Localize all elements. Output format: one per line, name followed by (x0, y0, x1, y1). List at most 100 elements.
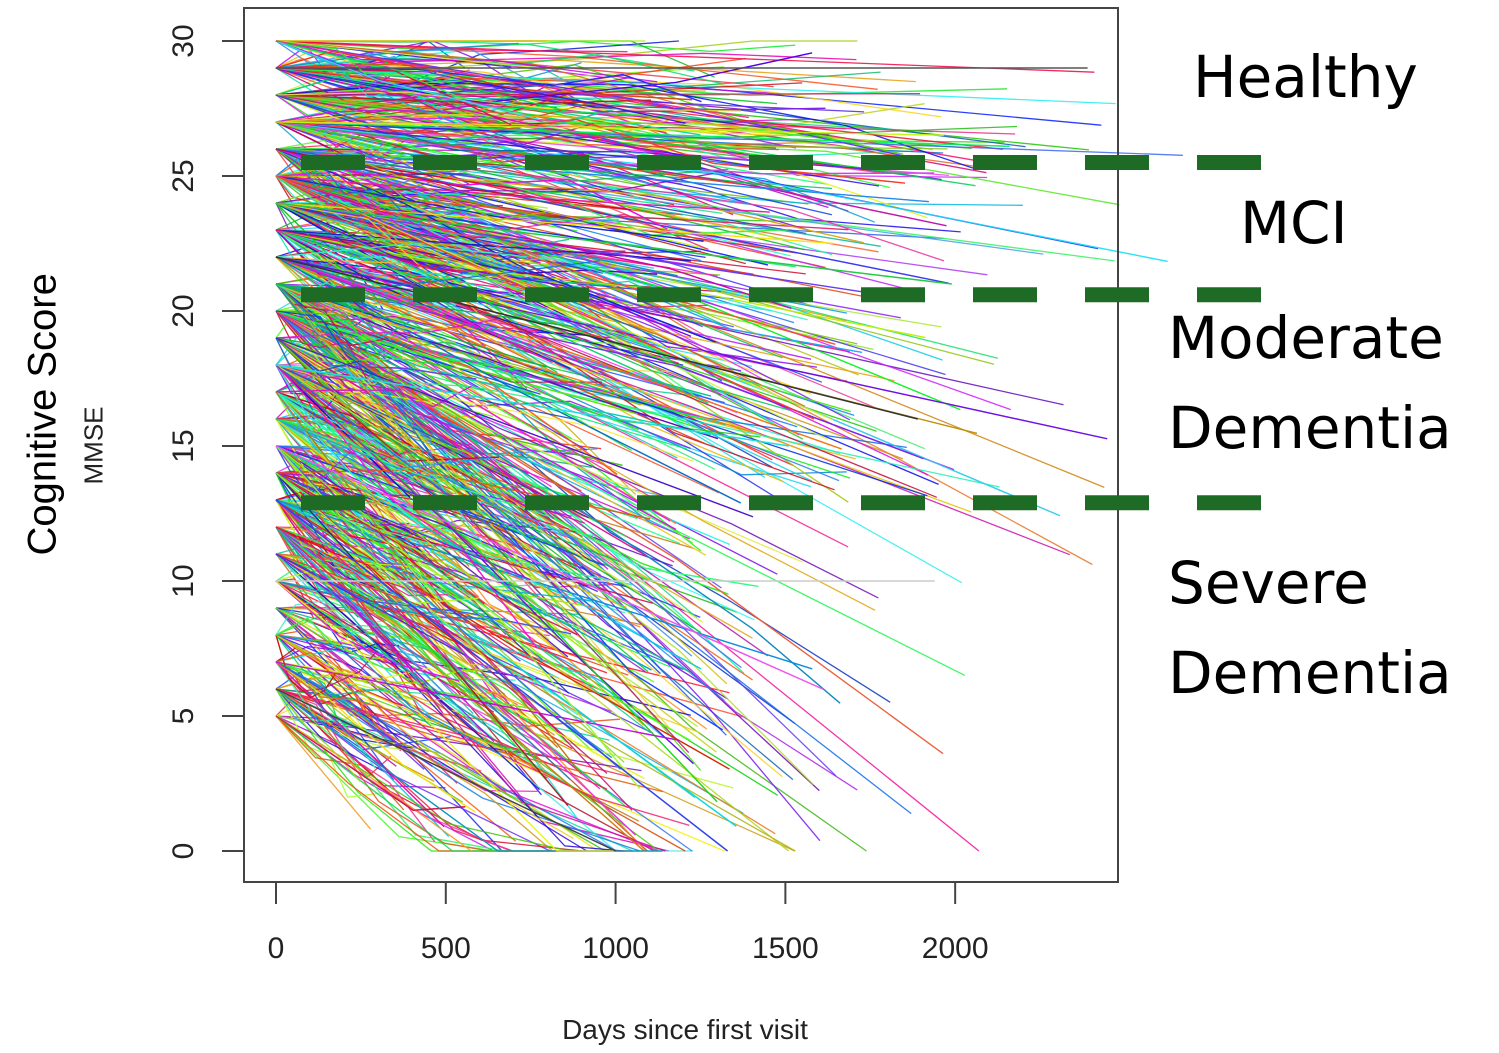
trajectory-line (275, 688, 538, 759)
trajectory-line (275, 229, 835, 491)
trajectory-line (275, 607, 503, 852)
trajectory-line (275, 175, 995, 365)
trajectory-line (275, 688, 435, 782)
trajectory-line (275, 553, 466, 656)
trajectory-line (275, 414, 472, 466)
trajectory-line (275, 40, 540, 121)
trajectory-line (275, 283, 618, 475)
trajectory-line (275, 364, 472, 489)
trajectory-line (275, 499, 729, 852)
trajectory-line (275, 50, 400, 69)
trajectory-line (275, 634, 397, 666)
trajectory-line (275, 688, 383, 798)
trajectory-line (275, 445, 336, 452)
trajectory-line (275, 526, 737, 827)
trajectory-line (275, 121, 569, 176)
trajectory-line (275, 499, 646, 673)
trajectory-line (275, 310, 379, 378)
trajectory-line (275, 472, 355, 560)
trajectory-line (275, 121, 864, 244)
trajectory-line (275, 40, 753, 125)
trajectory-line (275, 661, 445, 828)
trajectory-line (275, 364, 458, 449)
y-tick-label: 15 (167, 429, 200, 462)
trajectory-line (275, 283, 821, 842)
trajectory-line (275, 121, 1010, 147)
trajectory-line (275, 114, 807, 135)
trajectory-lines (275, 40, 1183, 852)
trajectory-line (275, 40, 1095, 73)
trajectory-line (275, 67, 681, 159)
trajectory-line (275, 256, 918, 420)
trajectory-line (275, 472, 691, 742)
trajectory-line (275, 337, 704, 623)
trajectory-line (275, 67, 925, 132)
trajectory-line (275, 688, 361, 783)
trajectory-line (275, 283, 434, 459)
x-tick-label: 500 (421, 932, 471, 965)
trajectory-line (275, 661, 645, 779)
trajectory-line (275, 715, 472, 852)
trajectory-line (275, 580, 618, 814)
trajectory-line (275, 175, 668, 343)
trajectory-line (275, 91, 742, 112)
trajectory-line (275, 229, 437, 282)
trajectory-line (275, 121, 876, 171)
trajectory-line (275, 607, 574, 840)
trajectory-line (275, 310, 353, 317)
y-tick-label: 5 (167, 708, 200, 725)
trajectory-line (275, 52, 857, 69)
trajectory-line (275, 175, 597, 224)
trajectory-line (275, 607, 534, 710)
trajectory-line (275, 688, 616, 852)
y-tick-label: 0 (167, 843, 200, 860)
trajectory-line (275, 526, 381, 585)
trajectory-line (275, 310, 711, 436)
trajectory-line (275, 688, 482, 772)
y-tick-label: 20 (167, 294, 200, 327)
trajectory-line (275, 553, 439, 695)
trajectory-line (275, 364, 411, 499)
trajectory-line (275, 67, 702, 103)
trajectory-line (275, 472, 330, 534)
x-axis-title: Days since first visit (562, 1014, 808, 1045)
trajectory-line (275, 418, 759, 588)
trajectory-line (275, 310, 477, 380)
trajectory-line (275, 499, 636, 836)
trajectory-line (275, 283, 450, 485)
trajectory-line (275, 418, 408, 466)
trajectory-line (275, 418, 729, 595)
band-label-moderate-line2: Dementia (1168, 394, 1452, 462)
band-label-mci: MCI (1240, 189, 1348, 257)
trajectory-line (275, 175, 792, 310)
trajectory-line (275, 94, 631, 153)
trajectory-line (275, 634, 499, 684)
trajectory-line (275, 64, 904, 155)
y-tick-label: 25 (167, 159, 200, 192)
trajectory-line (275, 202, 576, 300)
trajectory-line (275, 526, 517, 748)
trajectory-line (275, 364, 498, 571)
x-tick-label: 1500 (752, 932, 819, 965)
trajectory-line (275, 121, 588, 191)
axes: 0 500 1000 1500 2000 0 5 10 15 20 25 30 (167, 24, 989, 965)
trajectory-line (275, 445, 521, 662)
trajectory-line (275, 256, 605, 371)
trajectory-line (275, 283, 719, 440)
trajectory-line (275, 310, 690, 754)
y-tick-label: 30 (167, 24, 200, 57)
trajectory-line (275, 553, 608, 674)
trajectory-line (275, 67, 1008, 97)
trajectory-line (275, 229, 356, 279)
trajectory-line (275, 472, 428, 585)
trajectory-line (275, 121, 944, 136)
trajectory-line (275, 580, 505, 620)
trajectory-line (275, 445, 587, 607)
trajectory-line (275, 63, 693, 101)
trajectory-line (275, 256, 1071, 556)
trajectory-line (275, 40, 539, 69)
trajectory-line (275, 256, 600, 289)
trajectory-line (275, 607, 383, 649)
trajectory-line (275, 310, 753, 681)
